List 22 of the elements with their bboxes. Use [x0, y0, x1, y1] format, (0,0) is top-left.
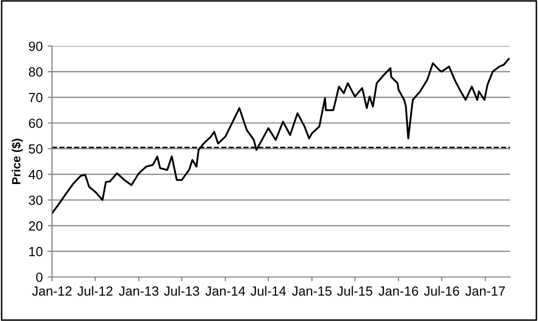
x-tick-label: Jan-15 [292, 286, 332, 296]
y-tick-label: 40 [28, 170, 42, 180]
x-tick-label: Jan-14 [205, 286, 246, 296]
y-tick-label: 20 [28, 221, 42, 231]
y-tick-label: 10 [29, 246, 42, 256]
x-tick-label: Jul-16 [424, 286, 460, 296]
y-axis-title: Price ($) [12, 138, 23, 184]
y-tick-label: 30 [28, 196, 42, 205]
x-tick-label: Jul-13 [164, 286, 200, 296]
y-tick-label: 60 [28, 118, 42, 128]
x-tick-label: Jul-12 [77, 286, 112, 296]
x-tick-label: Jan-13 [118, 286, 158, 296]
x-tick-label: Jul-14 [250, 286, 286, 296]
y-tick-label: 90 [28, 42, 42, 51]
x-tick-label: Jul-15 [337, 286, 372, 296]
y-tick-label: 50 [28, 144, 42, 154]
x-tick-label: Jan-16 [378, 286, 418, 296]
y-tick-label: 80 [28, 67, 42, 77]
y-tick-label: 70 [28, 92, 42, 102]
x-tick-label: Jan-17 [465, 286, 505, 296]
x-tick-label: Jan-12 [32, 286, 72, 296]
y-tick-label: 0 [36, 272, 42, 282]
